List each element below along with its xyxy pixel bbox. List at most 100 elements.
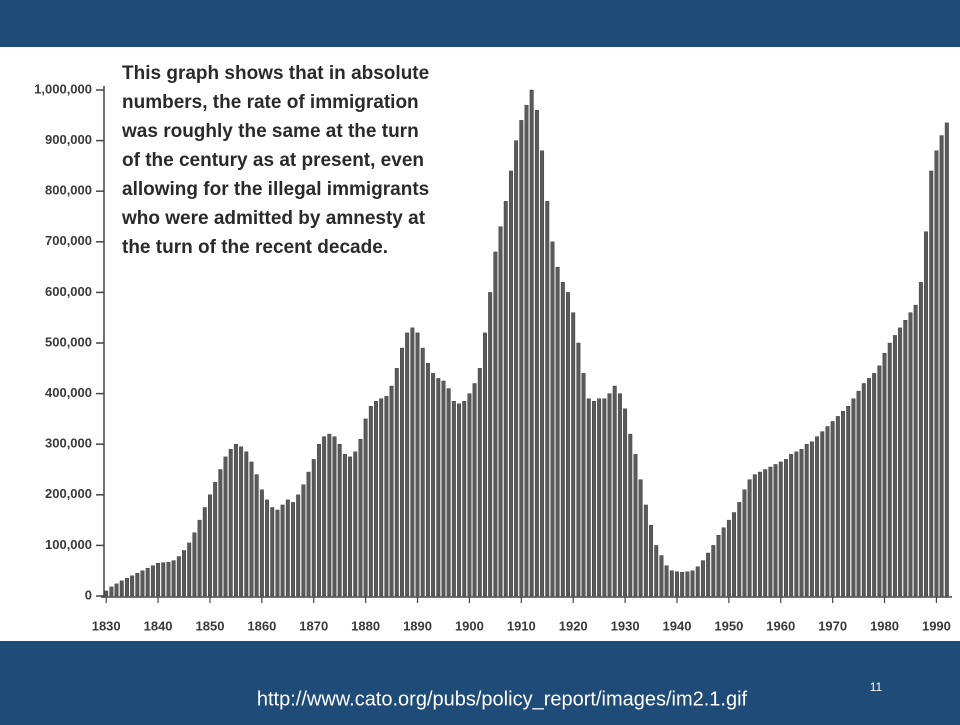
bar	[477, 368, 482, 597]
y-tick-label: 600,000	[45, 284, 92, 299]
bar	[908, 312, 913, 597]
bar	[747, 479, 752, 597]
annotation: the turn of the recent decade.	[122, 237, 388, 258]
bar	[825, 426, 830, 597]
bar	[576, 342, 581, 597]
bar	[405, 332, 410, 597]
bar	[752, 474, 757, 597]
bar	[223, 456, 228, 597]
bar	[130, 575, 135, 597]
bar	[638, 479, 643, 597]
bar	[617, 393, 622, 597]
bar	[514, 140, 519, 597]
bar	[508, 170, 513, 597]
bar	[799, 449, 804, 597]
bar	[903, 320, 908, 597]
bar	[265, 499, 270, 597]
x-tick-label: 1870	[299, 618, 328, 633]
x-tick-label: 1920	[559, 618, 588, 633]
bar	[208, 494, 212, 597]
bar	[944, 122, 949, 597]
annotation: This graph shows that in absolute	[122, 63, 429, 84]
x-tick-label: 1940	[663, 618, 692, 633]
bar	[867, 378, 871, 597]
bar	[192, 532, 197, 597]
y-tick-label: 900,000	[45, 132, 92, 147]
annotation: was roughly the same at the turn	[121, 121, 419, 142]
y-tick-label: 400,000	[45, 385, 92, 400]
bar	[498, 226, 503, 597]
bar	[399, 347, 404, 597]
bar	[898, 327, 903, 597]
y-tick-label: 300,000	[45, 436, 92, 451]
bar	[540, 150, 545, 597]
bar	[389, 385, 394, 597]
bar	[493, 251, 498, 597]
bar	[379, 398, 384, 597]
bar	[669, 570, 674, 597]
bar	[726, 519, 731, 597]
bar	[534, 110, 539, 597]
bar	[706, 552, 711, 597]
bar	[623, 408, 628, 597]
bar	[700, 560, 705, 597]
bar	[285, 499, 290, 597]
x-tick-label: 1990	[922, 618, 951, 633]
annotation: allowing for the illegal immigrants	[122, 179, 429, 200]
bar	[737, 502, 742, 597]
bar	[259, 489, 264, 597]
bar	[415, 332, 420, 597]
bar	[441, 380, 446, 597]
bar	[815, 436, 820, 597]
bar	[607, 393, 612, 597]
bar	[124, 578, 129, 597]
bar	[649, 524, 654, 597]
x-tick-label: 1880	[351, 618, 380, 633]
bar	[472, 383, 477, 597]
bar	[176, 556, 181, 597]
bar	[228, 449, 233, 597]
bar	[218, 469, 223, 597]
bar	[322, 436, 327, 597]
bar	[545, 201, 550, 597]
bar	[716, 535, 721, 597]
bar	[420, 347, 425, 597]
bar	[597, 398, 602, 597]
bar	[296, 494, 301, 597]
bar	[332, 436, 337, 597]
bar	[436, 378, 441, 597]
bar	[342, 454, 347, 597]
bar	[768, 466, 773, 597]
x-tick-label: 1840	[144, 618, 173, 633]
bar	[171, 560, 176, 597]
bar	[363, 418, 368, 597]
x-tick-label: 1970	[818, 618, 847, 633]
bar	[503, 201, 508, 597]
annotation: who were admitted by amnesty at	[121, 208, 426, 229]
bar	[778, 461, 783, 597]
annotation: numbers, the rate of immigration	[122, 92, 419, 113]
bar	[851, 398, 856, 597]
y-tick-label: 500,000	[45, 334, 92, 349]
bar	[763, 469, 768, 597]
bar	[451, 400, 456, 597]
bar	[913, 304, 918, 597]
bar	[150, 565, 155, 597]
bar	[182, 550, 186, 597]
x-tick-label: 1980	[870, 618, 899, 633]
bar	[280, 504, 285, 597]
bar	[742, 489, 747, 597]
bar	[374, 400, 378, 597]
bar	[431, 373, 436, 597]
bar	[446, 388, 451, 597]
bar	[119, 580, 124, 597]
x-tick-label: 1950	[714, 618, 743, 633]
y-tick-label: 800,000	[45, 183, 92, 198]
bar	[685, 571, 690, 597]
bar	[918, 282, 923, 597]
x-tick-label: 1910	[507, 618, 536, 633]
bar	[892, 335, 897, 597]
bar	[161, 562, 166, 597]
bar	[633, 454, 638, 597]
